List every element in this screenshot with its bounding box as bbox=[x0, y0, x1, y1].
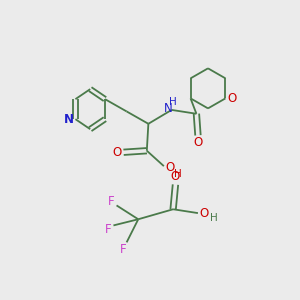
Text: O: O bbox=[171, 170, 180, 183]
Text: H: H bbox=[174, 169, 182, 179]
Text: O: O bbox=[112, 146, 121, 159]
Text: O: O bbox=[193, 136, 203, 149]
Text: F: F bbox=[105, 223, 111, 236]
Text: O: O bbox=[165, 161, 175, 174]
Text: N: N bbox=[164, 102, 173, 115]
Text: F: F bbox=[120, 243, 127, 256]
Text: O: O bbox=[200, 207, 209, 220]
Text: F: F bbox=[108, 195, 114, 208]
Text: N: N bbox=[64, 113, 74, 126]
Text: O: O bbox=[228, 92, 237, 105]
Text: H: H bbox=[169, 97, 177, 107]
Text: H: H bbox=[210, 213, 217, 223]
